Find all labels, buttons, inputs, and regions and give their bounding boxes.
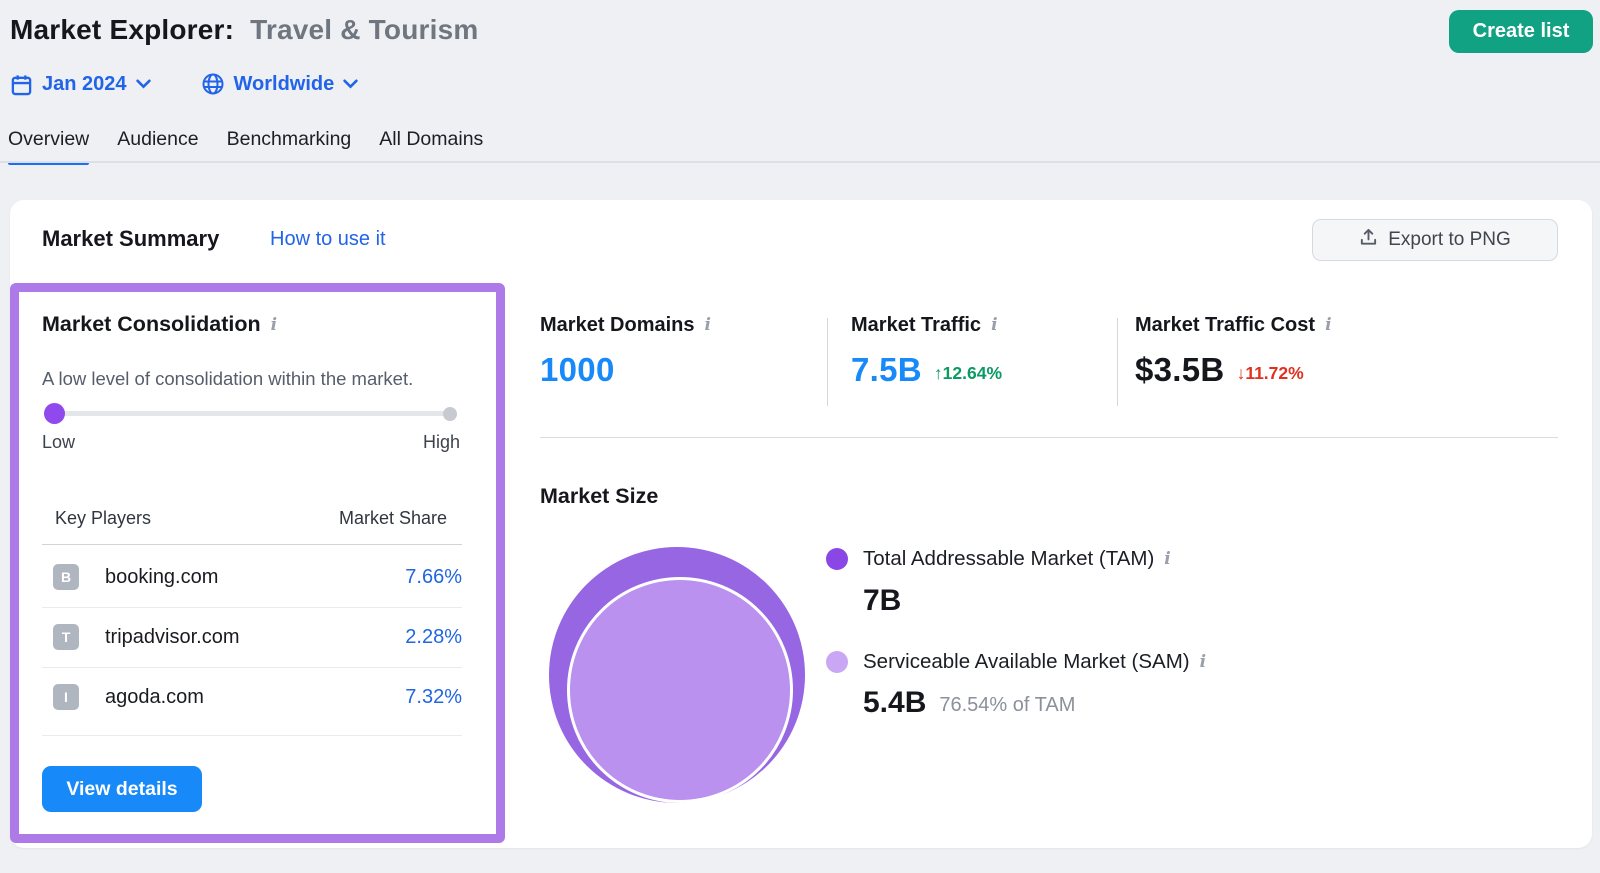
table-row: B booking.com 7.66% xyxy=(42,547,462,607)
tam-value: 7B xyxy=(863,584,902,617)
tabs-divider xyxy=(0,161,1600,163)
slider-high-label: High xyxy=(422,432,460,452)
stat-change-up: ↑12.64% xyxy=(933,363,1003,383)
market-share-header: Market Share xyxy=(338,508,447,528)
info-icon[interactable]: i xyxy=(1199,652,1207,672)
upload-icon xyxy=(1359,228,1378,253)
tam-legend: Total Addressable Market (TAM) i xyxy=(826,547,1171,571)
stat-divider xyxy=(1117,318,1118,406)
filter-row: Jan 2024 Worldwide xyxy=(10,69,358,99)
stat-divider xyxy=(827,318,828,406)
tam-label: Total Addressable Market (TAM) i xyxy=(863,547,1171,570)
domain-name: booking.com xyxy=(105,565,219,588)
key-players-header: Key Players xyxy=(55,508,152,528)
info-icon[interactable]: i xyxy=(1325,314,1332,335)
tab-all-domains[interactable]: All Domains xyxy=(379,128,484,150)
how-to-use-link[interactable]: How to use it xyxy=(270,228,386,250)
info-icon[interactable]: i xyxy=(1164,549,1171,569)
domain-name: tripadvisor.com xyxy=(105,625,240,648)
export-to-png-button[interactable]: Export to PNG xyxy=(1312,219,1558,261)
favicon-badge: T xyxy=(53,624,79,650)
favicon-badge: B xyxy=(53,564,79,590)
sam-label: Serviceable Available Market (SAM) i xyxy=(863,650,1207,673)
sam-value-row: 5.4B 76.54% of TAM xyxy=(863,686,1075,720)
stat-value: 1000 xyxy=(540,351,615,388)
page-title-prefix: Market Explorer: xyxy=(10,14,235,45)
table-header-divider xyxy=(42,544,462,545)
region-selector-label: Worldwide xyxy=(233,72,335,95)
tab-bar: Overview Audience Benchmarking All Domai… xyxy=(8,128,483,165)
stats-divider xyxy=(540,437,1558,438)
info-icon[interactable]: i xyxy=(704,314,711,335)
consolidation-description: A low level of consolidation within the … xyxy=(42,368,414,389)
tab-overview[interactable]: Overview xyxy=(8,128,90,165)
stat-value: 7.5B xyxy=(851,351,922,388)
tam-legend-dot xyxy=(826,548,848,570)
view-details-button[interactable]: View details xyxy=(42,766,202,812)
sam-legend-dot xyxy=(826,651,848,673)
chevron-down-icon xyxy=(343,79,358,89)
tab-benchmarking[interactable]: Benchmarking xyxy=(226,128,352,150)
sam-note: 76.54% of TAM xyxy=(939,694,1076,716)
info-icon[interactable]: i xyxy=(270,315,278,335)
info-icon[interactable]: i xyxy=(991,314,998,335)
stat-market-traffic-cost: Market Traffic Cost i $3.5B ↓11.72% xyxy=(1135,314,1332,389)
sam-value: 5.4B xyxy=(863,686,927,719)
page-title: Market Explorer: Travel & Tourism xyxy=(10,14,478,46)
chevron-down-icon xyxy=(135,79,151,89)
date-selector-label: Jan 2024 xyxy=(42,72,127,95)
row-divider xyxy=(42,667,462,668)
market-share-value: 7.32% xyxy=(405,685,462,708)
stat-market-domains: Market Domains i 1000 xyxy=(540,314,711,389)
stat-value: $3.5B xyxy=(1135,351,1225,388)
stat-market-traffic: Market Traffic i 7.5B ↑12.64% xyxy=(851,314,1002,389)
calendar-icon xyxy=(10,73,33,96)
page-title-market-name: Travel & Tourism xyxy=(250,14,479,45)
stat-label: Market Traffic Cost i xyxy=(1135,314,1332,336)
export-to-png-label: Export to PNG xyxy=(1388,229,1511,250)
stat-change-down: ↓11.72% xyxy=(1236,363,1304,383)
row-divider xyxy=(42,607,462,608)
favicon-badge: I xyxy=(53,684,79,710)
consolidation-slider-handle xyxy=(44,403,65,424)
globe-icon xyxy=(201,72,225,96)
stat-label: Market Traffic i xyxy=(851,314,998,336)
market-size-title: Market Size xyxy=(540,484,659,508)
stat-label: Market Domains i xyxy=(540,314,711,336)
consolidation-highlight-box xyxy=(10,283,505,843)
consolidation-slider-track xyxy=(55,411,451,416)
table-row: T tripadvisor.com 2.28% xyxy=(42,607,462,667)
domain-name: agoda.com xyxy=(105,685,204,708)
market-summary-title: Market Summary xyxy=(42,226,220,251)
region-selector[interactable]: Worldwide xyxy=(201,72,359,96)
sam-legend: Serviceable Available Market (SAM) i xyxy=(826,650,1206,674)
table-row: I agoda.com 7.32% xyxy=(42,667,462,727)
sam-circle xyxy=(567,577,793,803)
market-share-value: 7.66% xyxy=(405,565,462,588)
slider-low-label: Low xyxy=(42,432,76,452)
create-list-button[interactable]: Create list xyxy=(1449,10,1593,53)
row-divider xyxy=(42,735,462,736)
date-selector[interactable]: Jan 2024 xyxy=(10,73,151,96)
tab-audience[interactable]: Audience xyxy=(117,128,199,150)
consolidation-title: Market Consolidation i xyxy=(42,312,278,336)
consolidation-slider-end-dot xyxy=(443,407,457,421)
market-share-value: 2.28% xyxy=(405,625,462,648)
